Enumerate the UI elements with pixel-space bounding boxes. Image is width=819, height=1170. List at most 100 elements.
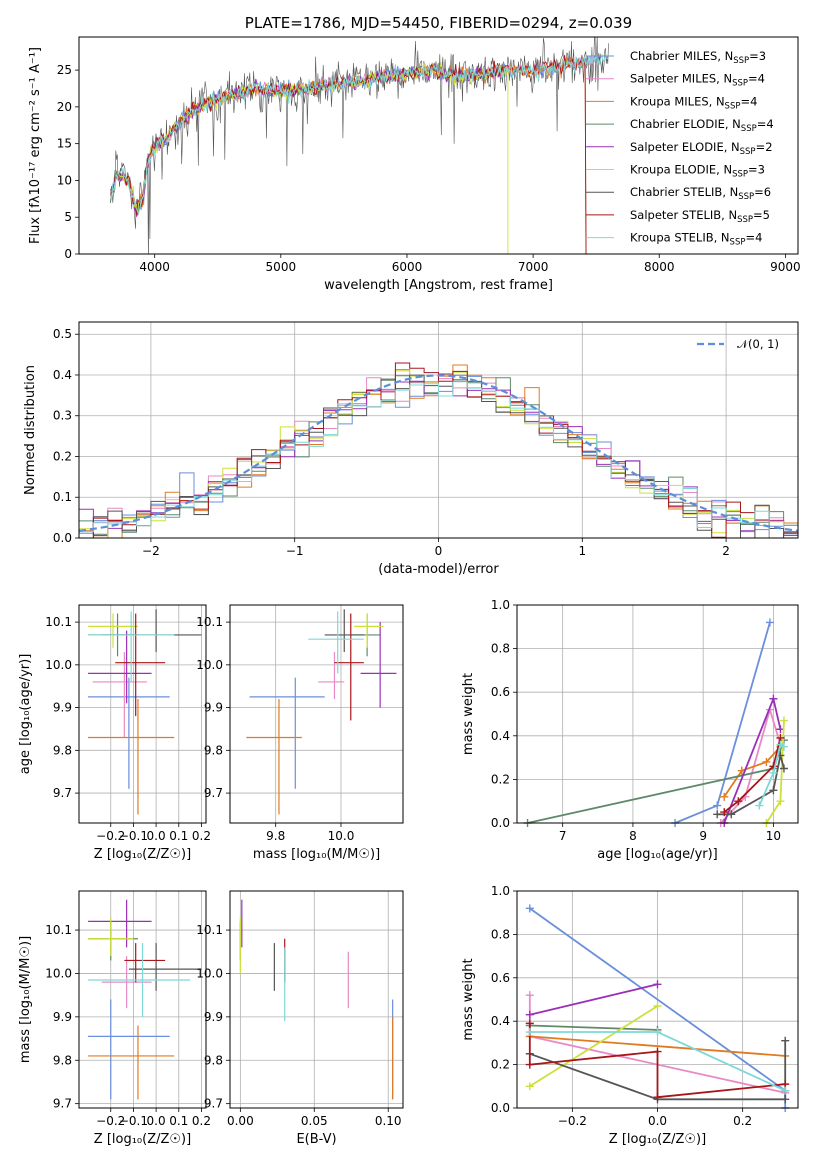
- axes-frame: [78, 321, 799, 539]
- y-tick-label: 10.0: [196, 966, 223, 980]
- y-tick-label: 1.0: [491, 884, 510, 898]
- legend-entry: Kroupa ELODIE, NSSP=3: [630, 163, 765, 180]
- x-tick-label: 8: [629, 829, 637, 843]
- residual-histogram: [79, 381, 798, 538]
- x-tick-label: 0.1: [169, 829, 188, 843]
- spectrum-series-line: [110, 62, 509, 254]
- legend-text: =4: [748, 72, 765, 86]
- y-tick-label: 15: [57, 137, 72, 151]
- mass-weight-marker: [525, 1028, 534, 1037]
- y-tick-label: 0.4: [491, 729, 510, 743]
- y-tick-label: 9.8: [53, 743, 72, 757]
- y-tick-label: 9.8: [204, 743, 223, 757]
- y-tick-label: 9.9: [53, 701, 72, 715]
- spectrum-series-line: [110, 37, 609, 254]
- x-tick-label: −2: [142, 544, 160, 558]
- x-axis-label: (data-model)/error: [378, 562, 499, 577]
- mass-weight-marker: [653, 980, 662, 989]
- mass-weight-marker: [713, 801, 722, 810]
- x-axis-label: age [log₁₀(age/yr)]: [597, 847, 718, 862]
- x-tick-label: 0.0: [147, 829, 166, 843]
- x-tick-label: 0.05: [301, 1114, 328, 1128]
- legend-subscript: SSP: [732, 79, 748, 89]
- y-tick-label: 10.0: [196, 658, 223, 672]
- y-tick-label: 25: [57, 63, 72, 77]
- x-axis-label: E(B-V): [296, 1132, 336, 1147]
- y-tick-label: 0.4: [491, 1014, 510, 1028]
- x-axis-label: Z [log₁₀(Z/Z☉)]: [609, 1132, 706, 1147]
- legend-text: Chabrier MILES, N: [630, 49, 733, 63]
- y-tick-label: 9.7: [53, 1097, 72, 1111]
- mass-weight-marker: [779, 764, 788, 773]
- x-tick-label: −0.2: [558, 1114, 587, 1128]
- y-tick-label: 9.9: [204, 1010, 223, 1024]
- y-tick-label: 0.0: [491, 816, 510, 830]
- y-tick-label: 1.0: [491, 598, 510, 612]
- legend-text: Kroupa MILES, N: [630, 94, 725, 108]
- mass-weight-marker: [779, 742, 788, 751]
- y-tick-label: 0.1: [53, 490, 72, 504]
- y-tick-label: 0.0: [491, 1101, 510, 1115]
- mass-weight-line: [723, 737, 782, 813]
- mass-weight-marker: [525, 904, 534, 913]
- mass-weight-marker: [653, 1002, 662, 1011]
- y-tick-label: 9.7: [53, 786, 72, 800]
- mass-weight-marker: [713, 810, 722, 819]
- y-tick-label: 9.8: [53, 1053, 72, 1067]
- mass-weight-line: [527, 739, 785, 823]
- legend-subscript: SSP: [730, 238, 746, 248]
- y-tick-label: 0.5: [53, 327, 72, 341]
- y-axis-label: mass weight: [461, 673, 476, 755]
- legend-entry: Kroupa STELIB, NSSP=4: [630, 231, 762, 248]
- legend-text: =4: [757, 117, 774, 131]
- chart-title: PLATE=1786, MJD=54450, FIBERID=0294, z=0…: [245, 14, 632, 32]
- y-tick-label: 9.7: [204, 786, 223, 800]
- mass-weight-line: [674, 622, 771, 823]
- x-tick-label: −0.2: [96, 1114, 125, 1128]
- legend-entry: Salpeter ELODIE, NSSP=2: [630, 140, 773, 157]
- mass-weight-marker: [727, 810, 736, 819]
- mass-weight-line: [758, 743, 785, 806]
- y-tick-label: 9.9: [53, 1010, 72, 1024]
- x-tick-label: 0.0: [147, 1114, 166, 1128]
- mass-weight-marker: [781, 1095, 790, 1104]
- legend-text: Kroupa ELODIE, N: [630, 163, 732, 177]
- x-tick-label: 7000: [518, 260, 549, 274]
- x-tick-label: 4000: [139, 260, 170, 274]
- y-axis-label: mass weight: [461, 958, 476, 1040]
- legend-text: Chabrier STELIB, N: [630, 185, 738, 199]
- y-tick-label: 10.0: [45, 966, 72, 980]
- y-axis-label: mass [log₁₀(M/M☉)]: [18, 936, 33, 1063]
- y-tick-label: 5: [64, 210, 72, 224]
- y-tick-label: 0.0: [53, 531, 72, 545]
- x-tick-label: 0.2: [192, 1114, 211, 1128]
- mass-weight-marker: [525, 1019, 534, 1028]
- legend-text: Salpeter MILES, N: [630, 72, 732, 86]
- legend-entry: Chabrier STELIB, NSSP=6: [630, 185, 771, 202]
- axes-frame: [78, 890, 207, 1109]
- mass-weight-line: [529, 1035, 786, 1057]
- y-tick-label: 9.8: [204, 1053, 223, 1067]
- y-tick-label: 9.7: [204, 1097, 223, 1111]
- y-tick-label: 10.1: [45, 615, 72, 629]
- mass-weight-marker: [781, 1086, 790, 1095]
- y-tick-label: 0.4: [53, 368, 72, 382]
- legend-text: Kroupa STELIB, N: [630, 231, 730, 245]
- y-tick-label: 10.0: [45, 658, 72, 672]
- y-tick-label: 10: [57, 173, 72, 187]
- legend-entry: Chabrier ELODIE, NSSP=4: [630, 117, 774, 134]
- x-tick-label: −0.1: [119, 1114, 148, 1128]
- legend-text: =4: [740, 94, 757, 108]
- x-axis-label: wavelength [Angstrom, rest frame]: [324, 278, 553, 293]
- legend-entry: Chabrier MILES, NSSP=3: [630, 49, 766, 66]
- legend-subscript: SSP: [733, 56, 749, 66]
- mass-weight-marker: [525, 1082, 534, 1091]
- x-tick-label: 0.00: [227, 1114, 254, 1128]
- x-tick-label: 7: [559, 829, 567, 843]
- x-tick-label: 9: [699, 829, 707, 843]
- legend-text: Salpeter STELIB, N: [630, 208, 737, 222]
- mass-weight-marker: [762, 757, 771, 766]
- x-tick-label: 10.0: [328, 829, 355, 843]
- mass-weight-marker: [769, 786, 778, 795]
